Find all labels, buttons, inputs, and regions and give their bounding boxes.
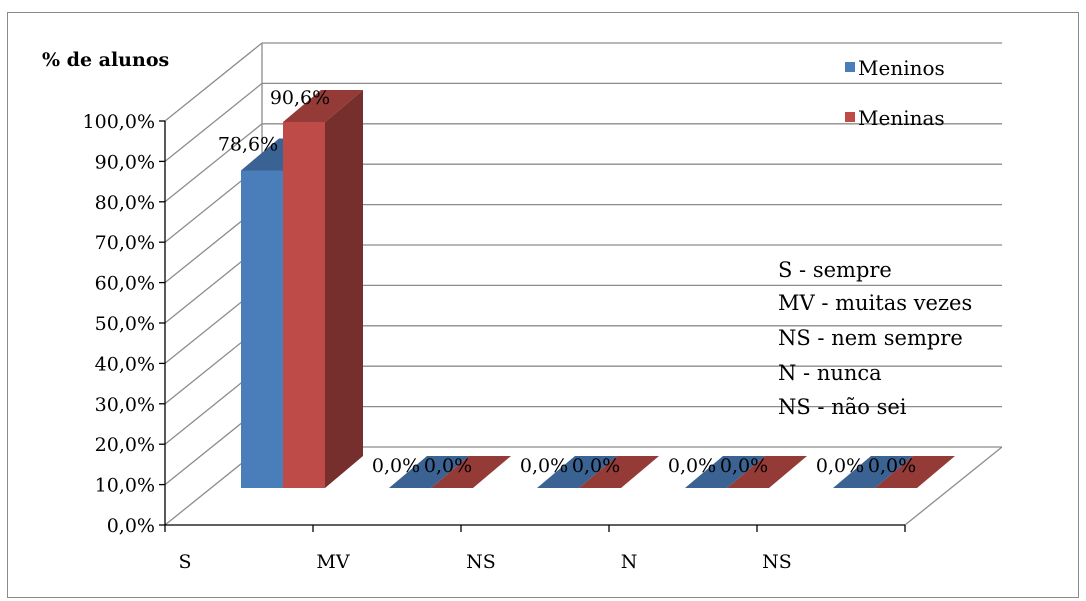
data-label-meninas-2: 0,0% bbox=[572, 455, 620, 477]
legend-swatch-meninos bbox=[845, 62, 855, 72]
bar-top-face bbox=[833, 456, 913, 488]
bar-meninas-3 bbox=[727, 456, 807, 488]
bar-meninos-3 bbox=[685, 456, 765, 488]
y-tick-label: 0,0% bbox=[107, 515, 155, 537]
data-label-meninas-1: 0,0% bbox=[424, 455, 472, 477]
y-tick-label: 90,0% bbox=[95, 151, 155, 173]
bar-meninas-0 bbox=[283, 89, 363, 488]
chart-title: % de alunos bbox=[42, 49, 169, 71]
data-label-meninas-0: 90,6% bbox=[270, 87, 330, 109]
bar-top-face bbox=[875, 456, 955, 488]
y-tick-label: 20,0% bbox=[95, 434, 155, 456]
y-tick-label: 40,0% bbox=[95, 353, 155, 375]
y-tick-label: 100,0% bbox=[83, 111, 155, 133]
floor-right-edge bbox=[904, 446, 1003, 526]
note-mv: MV - muitas vezes bbox=[778, 291, 972, 315]
x-tick-label: MV bbox=[316, 551, 349, 573]
data-label-meninos-1: 0,0% bbox=[372, 455, 420, 477]
data-labels: 78,6%90,6%0,0% 0,0% 0,0% 0,0% 0,0% 0,0% 0,0% 0,… bbox=[218, 87, 916, 477]
note-ns: NS - nem sempre bbox=[778, 326, 963, 350]
bar-top-face bbox=[537, 456, 617, 488]
bar-front-face bbox=[241, 170, 283, 488]
x-tick-label: NS bbox=[466, 551, 496, 573]
note-s: S - sempre bbox=[778, 258, 892, 282]
data-label-meninas-3: 0,0% bbox=[720, 455, 768, 477]
data-label-meninos-3: 0,0% bbox=[668, 455, 716, 477]
data-label-meninos-2: 0,0% bbox=[520, 455, 568, 477]
legend-swatch-meninas bbox=[845, 112, 855, 122]
bar-top-face bbox=[283, 89, 363, 122]
y-tick-label: 30,0% bbox=[95, 394, 155, 416]
y-tick-label: 50,0% bbox=[95, 313, 155, 335]
chart-bars bbox=[241, 89, 955, 488]
x-axis-labels: S MV NS N NS bbox=[178, 551, 791, 573]
left-wall-gridline bbox=[164, 123, 263, 203]
y-tick-label: 80,0% bbox=[95, 192, 155, 214]
bar-meninos-1 bbox=[389, 456, 469, 488]
bar-top-face bbox=[389, 456, 469, 488]
x-tick-label: S bbox=[178, 551, 191, 573]
y-axis-labels: 0,0% 10,0% 20,0% 30,0% 40,0% 50,0% 60,0% 70,0% 8… bbox=[83, 111, 155, 537]
y-tick-label: 60,0% bbox=[95, 273, 155, 295]
bar-side-face bbox=[325, 89, 363, 488]
data-label-meninos-4: 0,0% bbox=[816, 455, 864, 477]
data-label-meninos-0: 78,6% bbox=[218, 133, 278, 155]
y-tick-label: 70,0% bbox=[95, 232, 155, 254]
left-wall-gridline bbox=[164, 42, 263, 122]
bar-meninas-4 bbox=[875, 456, 955, 488]
bar-top-face bbox=[685, 456, 765, 488]
note-nao-sei: NS - não sei bbox=[778, 395, 907, 419]
bar-top-face bbox=[727, 456, 807, 488]
data-label-meninas-4: 0,0% bbox=[868, 455, 916, 477]
bar-top-face bbox=[579, 456, 659, 488]
legend: Meninos Meninas bbox=[845, 56, 945, 130]
left-wall-gridline bbox=[164, 82, 263, 162]
bar-meninos-2 bbox=[537, 456, 617, 488]
bar-front-face bbox=[283, 121, 325, 488]
bar-meninas-2 bbox=[579, 456, 659, 488]
note-n: N - nunca bbox=[778, 361, 882, 385]
legend-label-meninas: Meninas bbox=[858, 106, 945, 130]
x-tick-label: N bbox=[621, 551, 638, 573]
notes: S - sempre MV - muitas vezes NS - nem se… bbox=[778, 258, 972, 419]
y-tick-label: 10,0% bbox=[95, 475, 155, 497]
bar-meninas-1 bbox=[431, 456, 511, 488]
x-tick-label: NS bbox=[762, 551, 792, 573]
bar-top-face bbox=[431, 456, 511, 488]
bar-meninos-4 bbox=[833, 456, 913, 488]
chart-frame bbox=[7, 12, 1079, 598]
legend-label-meninos: Meninos bbox=[858, 56, 945, 80]
